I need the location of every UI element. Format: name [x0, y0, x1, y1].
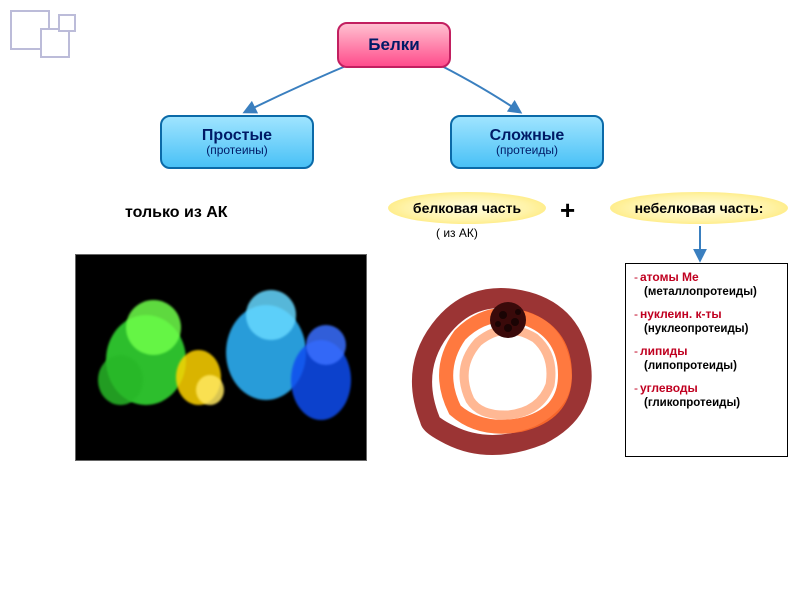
component-term: атомы Ме	[640, 270, 699, 284]
simple-subtitle: (протеины)	[206, 144, 268, 157]
complex-subtitle: (протеиды)	[496, 144, 558, 157]
complex-node: Сложные (протеиды)	[450, 115, 604, 169]
component-sub: (нуклеопротеиды)	[644, 323, 748, 335]
component-term: углеводы	[640, 381, 698, 395]
protein-part-label: белковая часть	[413, 200, 521, 216]
nonprotein-part-label: небелковая часть:	[635, 200, 764, 216]
protein-part-sub: ( из АК)	[436, 226, 478, 240]
root-node: Белки	[337, 22, 451, 68]
component-term: липиды	[640, 344, 688, 358]
simple-node: Простые (протеины)	[160, 115, 314, 169]
simple-detail-text: только из АК	[125, 204, 228, 222]
list-item: -атомы Ме (металлопротеиды)	[634, 270, 779, 298]
image-simple-protein	[75, 254, 367, 461]
simple-title: Простые	[202, 127, 272, 145]
list-item: -нуклеин. к-ты (нуклеопротеиды)	[634, 307, 779, 335]
decor-corner	[10, 10, 100, 70]
component-term: нуклеин. к-ты	[640, 307, 722, 321]
oval-protein-part: белковая часть	[388, 192, 546, 224]
component-sub: (липопротеиды)	[644, 360, 737, 372]
component-sub: (гликопротеиды)	[644, 397, 740, 409]
plus-sign: +	[560, 195, 575, 226]
root-label: Белки	[368, 35, 419, 55]
oval-nonprotein-part: небелковая часть:	[610, 192, 788, 224]
image-complex-protein	[400, 250, 600, 460]
components-box: -атомы Ме (металлопротеиды) -нуклеин. к-…	[625, 263, 788, 457]
component-sub: (металлопротеиды)	[644, 286, 757, 298]
complex-title: Сложные	[490, 127, 565, 145]
list-item: -липиды (липопротеиды)	[634, 344, 779, 372]
list-item: -углеводы (гликопротеиды)	[634, 381, 779, 409]
